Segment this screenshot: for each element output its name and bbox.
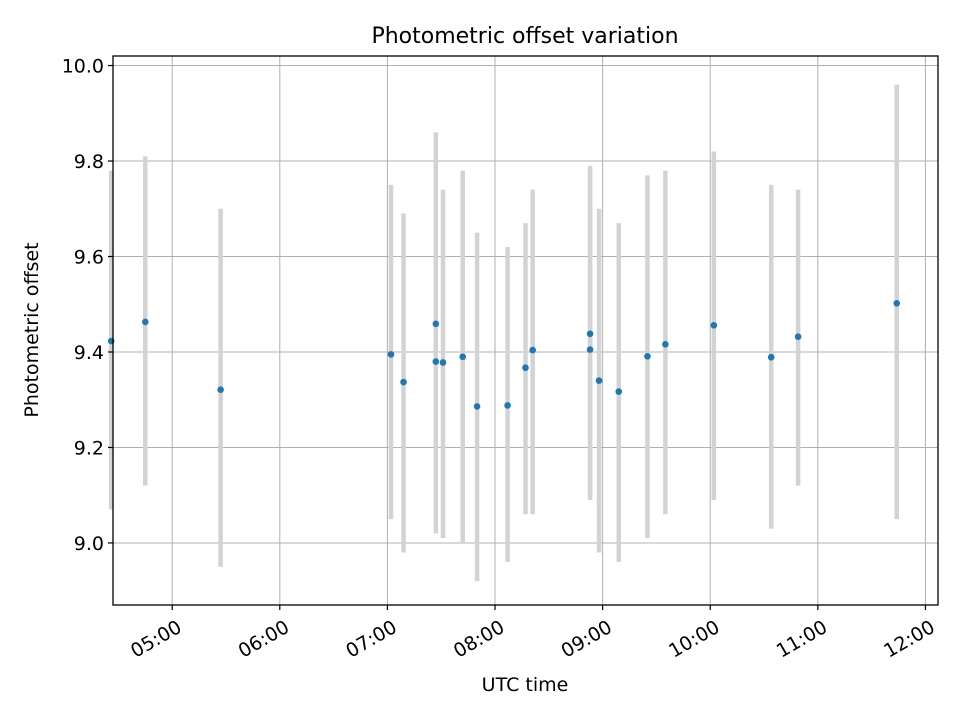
y-tick-label: 9.4 bbox=[74, 342, 104, 364]
data-point bbox=[522, 364, 529, 372]
data-point bbox=[794, 333, 802, 341]
data-point bbox=[710, 321, 718, 329]
data-points bbox=[107, 299, 901, 410]
data-point bbox=[662, 341, 669, 348]
data-point bbox=[529, 346, 536, 354]
data-point bbox=[439, 359, 447, 366]
data-point bbox=[432, 358, 440, 365]
data-point bbox=[504, 402, 511, 409]
plot-frame bbox=[112, 55, 939, 606]
x-axis-label: UTC time bbox=[482, 674, 569, 696]
data-point bbox=[615, 388, 623, 395]
y-axis-label: Photometric offset bbox=[21, 242, 43, 417]
data-point bbox=[459, 353, 467, 361]
y-tick-label: 9.0 bbox=[74, 533, 104, 555]
y-tick-label: 9.2 bbox=[74, 437, 104, 459]
data-point bbox=[473, 403, 481, 410]
data-point bbox=[893, 299, 901, 307]
y-tick-label: 9.8 bbox=[74, 151, 104, 173]
data-point bbox=[767, 353, 775, 361]
data-point bbox=[586, 346, 594, 353]
data-point bbox=[387, 351, 395, 358]
data-point bbox=[586, 330, 594, 338]
data-point bbox=[400, 378, 407, 386]
y-axis-ticks: 9.0 9.2 9.4 9.6 9.8 10.0 bbox=[62, 56, 113, 555]
data-point bbox=[595, 377, 603, 384]
y-tick-label: 9.6 bbox=[74, 247, 104, 269]
data-point bbox=[217, 386, 224, 393]
chart-title: Photometric offset variation bbox=[371, 24, 678, 49]
data-point bbox=[644, 352, 651, 360]
data-point bbox=[141, 318, 149, 326]
y-tick-label: 10.0 bbox=[62, 56, 104, 78]
data-point bbox=[432, 320, 440, 328]
